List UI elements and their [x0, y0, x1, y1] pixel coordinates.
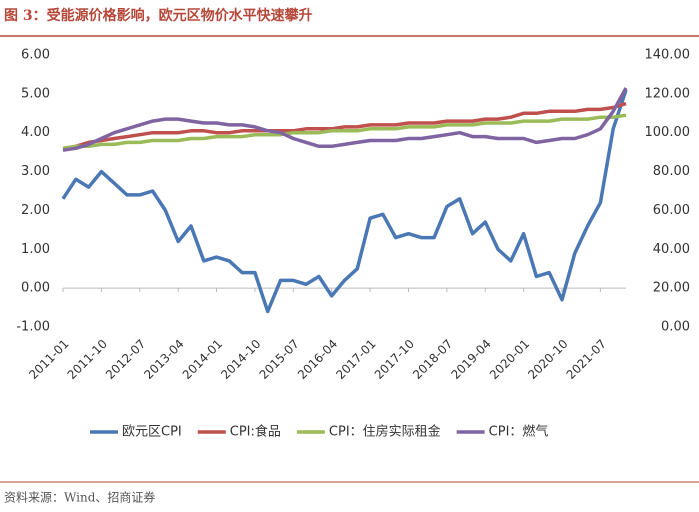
x-tick-label: 2020-10	[525, 337, 570, 382]
x-tick-label: 2013-04	[141, 337, 186, 382]
series-line	[62, 87, 628, 152]
x-tick-label: 2011-10	[65, 337, 110, 382]
x-tick-label: 2014-10	[218, 337, 263, 382]
y-tick-label: 4.00	[21, 125, 50, 140]
x-tick-label: 2017-01	[333, 337, 378, 382]
y2-tick-label: 140.00	[645, 48, 691, 63]
x-tick-label: 2014-01	[180, 337, 225, 382]
x-tick-label: 2018-07	[410, 337, 455, 382]
y-tick-label: 2.00	[21, 203, 50, 218]
y-tick-label: -1.00	[16, 320, 50, 335]
x-tick-label: 2012-07	[103, 337, 148, 382]
legend-label: 欧元区CPI	[122, 425, 182, 440]
y-tick-label: 0.00	[21, 281, 50, 296]
x-tick-label: 2011-01	[26, 337, 71, 382]
source: 资料来源：Wind、招商证券	[4, 490, 155, 505]
x-tick-label: 2021-07	[564, 337, 609, 382]
y-tick-label: 6.00	[21, 48, 50, 63]
x-tick-label: 2016-04	[295, 337, 340, 382]
x-tick-label: 2019-04	[448, 337, 493, 382]
y2-tick-label: 0.00	[661, 320, 690, 335]
y2-tick-label: 40.00	[653, 242, 690, 257]
legend-label: CPI:食品	[230, 424, 281, 440]
y-tick-label: 1.00	[21, 242, 50, 257]
y-tick-label: 5.00	[21, 86, 50, 101]
y-tick-label: 3.00	[21, 164, 50, 179]
chart-title: 图 3：受能源价格影响，欧元区物价水平快速攀升	[4, 7, 313, 24]
y2-tick-label: 120.00	[645, 86, 691, 101]
x-tick-label: 2017-10	[372, 337, 417, 382]
y2-tick-label: 60.00	[653, 203, 690, 218]
y2-tick-label: 100.00	[645, 125, 691, 140]
y2-tick-label: 80.00	[653, 164, 690, 179]
series-line	[61, 89, 628, 314]
legend-label: CPI：住房实际租金	[329, 424, 441, 440]
x-tick-label: 2020-01	[487, 337, 532, 382]
y2-tick-label: 20.00	[653, 281, 690, 296]
series-line	[62, 113, 627, 151]
series-line	[62, 101, 627, 151]
x-tick-label: 2015-07	[257, 337, 302, 382]
legend-label: CPI：燃气	[489, 424, 549, 440]
